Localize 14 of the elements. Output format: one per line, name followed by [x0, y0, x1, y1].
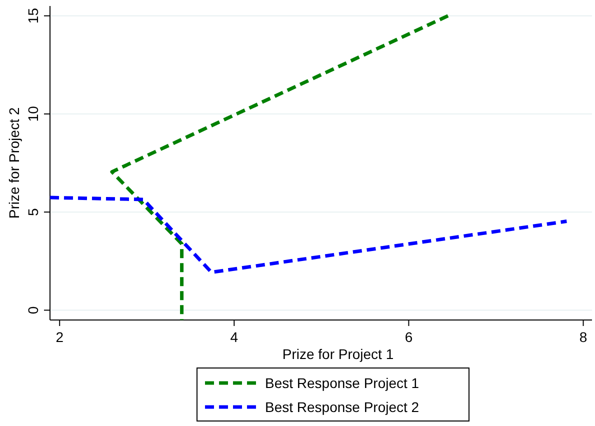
- line-series: [110, 14, 450, 322]
- legend-label: Best Response Project 1: [265, 375, 420, 391]
- y-tick-label: 10: [25, 106, 41, 122]
- line-series: [48, 196, 568, 274]
- y-axis-title: Prize for Project 2: [6, 107, 22, 219]
- x-tick-label: 2: [56, 329, 64, 345]
- x-tick-label: 4: [230, 329, 238, 345]
- x-tick-label: 8: [579, 329, 588, 345]
- y-tick-label: 0: [25, 306, 41, 314]
- y-tick-label: 15: [25, 8, 41, 24]
- x-tick-label: 6: [404, 329, 413, 345]
- legend-label: Best Response Project 2: [265, 399, 420, 415]
- y-tick-label: 5: [25, 208, 41, 216]
- x-axis-title: Prize for Project 1: [282, 346, 394, 362]
